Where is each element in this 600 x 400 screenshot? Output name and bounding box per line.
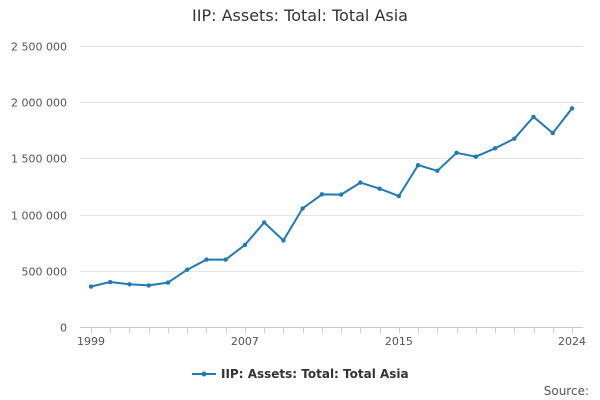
x-tick-label: 1999 (77, 335, 105, 348)
data-point[interactable] (377, 186, 382, 191)
legend-label: IIP: Assets: Total: Total Asia (221, 367, 409, 381)
data-point[interactable] (88, 284, 94, 289)
data-point[interactable] (531, 114, 536, 120)
data-point[interactable] (415, 162, 421, 168)
x-tick-label: 2024 (558, 335, 586, 348)
series-line (90, 107, 573, 288)
data-point[interactable] (492, 146, 498, 151)
x-tick-label: 2015 (385, 335, 413, 348)
legend-marker (201, 371, 207, 377)
data-point[interactable] (358, 180, 363, 185)
series-group (88, 106, 575, 289)
data-point[interactable] (512, 136, 517, 141)
y-tick-label: 2 000 000 (11, 97, 67, 110)
grid-lines (80, 46, 583, 272)
data-point[interactable] (396, 193, 402, 199)
y-tick-label: 0 (60, 322, 67, 335)
chart-title: IIP: Assets: Total: Total Asia (192, 6, 408, 25)
data-point[interactable] (550, 130, 555, 136)
y-tick-label: 2 500 000 (11, 41, 67, 54)
data-point[interactable] (261, 220, 267, 225)
data-point[interactable] (127, 282, 132, 287)
data-point[interactable] (204, 257, 209, 262)
data-point[interactable] (569, 106, 575, 111)
y-tick-label: 1 500 000 (11, 153, 67, 166)
data-point[interactable] (454, 150, 459, 155)
data-point[interactable] (165, 280, 171, 285)
x-axis (80, 327, 583, 333)
data-point[interactable] (338, 192, 344, 197)
data-point[interactable] (319, 192, 325, 197)
data-point[interactable] (281, 238, 286, 243)
data-point[interactable] (473, 154, 478, 159)
data-point[interactable] (185, 267, 190, 272)
data-point[interactable] (242, 242, 248, 248)
data-point[interactable] (146, 283, 151, 288)
y-axis-ticks: 0 500 000 1 000 000 1 500 000 2 000 000 2 500… (11, 41, 67, 335)
x-tick-label: 2007 (231, 335, 259, 348)
data-point[interactable] (435, 168, 440, 173)
data-point[interactable] (108, 279, 113, 285)
source-label: Source: (544, 384, 589, 398)
legend[interactable]: IIP: Assets: Total: Total Asia (192, 367, 409, 381)
data-point[interactable] (300, 206, 305, 211)
data-point[interactable] (223, 257, 228, 262)
y-tick-label: 1 000 000 (11, 210, 67, 223)
y-tick-label: 500 000 (22, 266, 68, 279)
x-axis-ticks: 1999 2007 2015 2024 (77, 335, 586, 348)
